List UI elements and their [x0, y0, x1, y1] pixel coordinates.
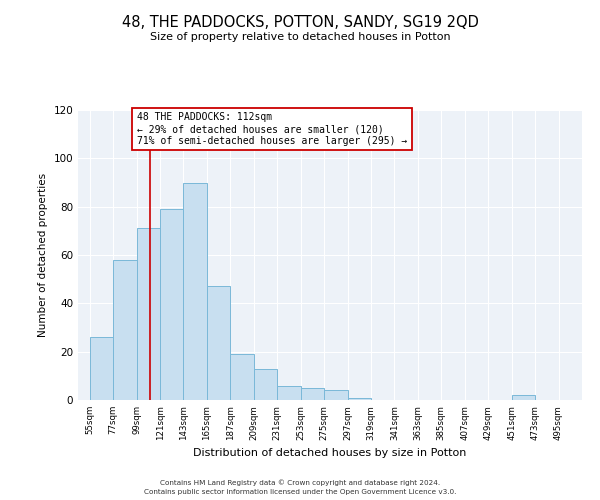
- Text: Contains HM Land Registry data © Crown copyright and database right 2024.
Contai: Contains HM Land Registry data © Crown c…: [144, 480, 456, 495]
- X-axis label: Distribution of detached houses by size in Potton: Distribution of detached houses by size …: [193, 448, 467, 458]
- Bar: [184, 182, 207, 400]
- Bar: [301, 388, 324, 400]
- Bar: [324, 390, 347, 400]
- Bar: [207, 286, 230, 400]
- Y-axis label: Number of detached properties: Number of detached properties: [38, 173, 48, 337]
- Bar: [254, 368, 277, 400]
- Text: 48 THE PADDOCKS: 112sqm
← 29% of detached houses are smaller (120)
71% of semi-d: 48 THE PADDOCKS: 112sqm ← 29% of detache…: [137, 112, 407, 146]
- Bar: [160, 209, 184, 400]
- Bar: [137, 228, 160, 400]
- Bar: [512, 395, 535, 400]
- Bar: [90, 337, 113, 400]
- Bar: [113, 260, 137, 400]
- Bar: [347, 398, 371, 400]
- Bar: [230, 354, 254, 400]
- Text: 48, THE PADDOCKS, POTTON, SANDY, SG19 2QD: 48, THE PADDOCKS, POTTON, SANDY, SG19 2Q…: [122, 15, 478, 30]
- Text: Size of property relative to detached houses in Potton: Size of property relative to detached ho…: [149, 32, 451, 42]
- Bar: [277, 386, 301, 400]
